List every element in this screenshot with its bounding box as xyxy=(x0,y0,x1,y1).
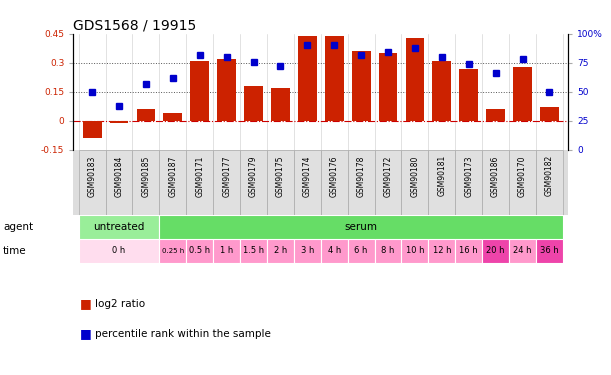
Text: 36 h: 36 h xyxy=(540,246,559,255)
Text: 12 h: 12 h xyxy=(433,246,451,255)
Text: GSM90181: GSM90181 xyxy=(437,155,446,196)
Text: 0.25 h: 0.25 h xyxy=(162,248,184,254)
Text: 2 h: 2 h xyxy=(274,246,287,255)
Text: 10 h: 10 h xyxy=(406,246,424,255)
Text: GSM90174: GSM90174 xyxy=(303,155,312,196)
Bar xyxy=(240,239,267,262)
Bar xyxy=(213,239,240,262)
Bar xyxy=(186,150,213,215)
Bar xyxy=(348,239,375,262)
Text: 6 h: 6 h xyxy=(354,246,368,255)
Bar xyxy=(433,61,452,121)
Text: 4 h: 4 h xyxy=(327,246,341,255)
Text: log2 ratio: log2 ratio xyxy=(95,299,145,309)
Text: GSM90180: GSM90180 xyxy=(411,155,419,196)
Bar xyxy=(159,239,186,262)
Bar xyxy=(513,67,532,121)
Text: agent: agent xyxy=(3,222,33,232)
Bar xyxy=(159,215,563,239)
Bar xyxy=(163,113,182,121)
Bar xyxy=(486,109,505,121)
Bar xyxy=(379,53,397,121)
Text: 3 h: 3 h xyxy=(301,246,314,255)
Bar xyxy=(244,86,263,121)
Bar xyxy=(321,239,348,262)
Bar xyxy=(325,36,343,121)
Bar xyxy=(190,61,209,121)
Text: 8 h: 8 h xyxy=(381,246,395,255)
Bar xyxy=(186,239,213,262)
Bar xyxy=(79,215,159,239)
Bar xyxy=(298,36,316,121)
Bar xyxy=(79,150,106,215)
Bar xyxy=(428,150,455,215)
Bar xyxy=(136,109,155,121)
Bar xyxy=(509,239,536,262)
Text: 1.5 h: 1.5 h xyxy=(243,246,264,255)
Bar xyxy=(294,150,321,215)
Bar xyxy=(109,121,128,123)
Bar xyxy=(428,239,455,262)
Text: 1 h: 1 h xyxy=(220,246,233,255)
Bar xyxy=(271,88,290,121)
Text: GSM90171: GSM90171 xyxy=(196,155,204,196)
Bar xyxy=(540,107,559,121)
Text: 16 h: 16 h xyxy=(459,246,478,255)
Text: GSM90183: GSM90183 xyxy=(87,155,97,196)
Text: GSM90176: GSM90176 xyxy=(330,155,338,196)
Text: untreated: untreated xyxy=(93,222,145,232)
Bar xyxy=(218,59,236,121)
Bar xyxy=(79,239,159,262)
Bar xyxy=(482,150,509,215)
Bar xyxy=(159,150,186,215)
Bar xyxy=(401,239,428,262)
Text: GSM90187: GSM90187 xyxy=(169,155,177,196)
Bar xyxy=(82,121,101,138)
Bar xyxy=(267,239,294,262)
Bar xyxy=(455,239,482,262)
Bar xyxy=(352,51,370,121)
Bar xyxy=(375,239,401,262)
Text: time: time xyxy=(3,246,27,256)
Bar xyxy=(294,239,321,262)
Bar xyxy=(459,69,478,121)
Text: GSM90170: GSM90170 xyxy=(518,155,527,196)
Text: GSM90184: GSM90184 xyxy=(114,155,123,196)
Bar xyxy=(348,150,375,215)
Text: GSM90179: GSM90179 xyxy=(249,155,258,196)
Text: GSM90172: GSM90172 xyxy=(384,155,392,196)
Bar xyxy=(401,150,428,215)
Text: ■: ■ xyxy=(79,297,91,310)
Bar xyxy=(375,150,401,215)
Bar xyxy=(536,239,563,262)
Text: GSM90173: GSM90173 xyxy=(464,155,473,196)
Text: 0.5 h: 0.5 h xyxy=(189,246,210,255)
Bar xyxy=(482,239,509,262)
Bar xyxy=(213,150,240,215)
Text: GSM90186: GSM90186 xyxy=(491,155,500,196)
Text: GSM90177: GSM90177 xyxy=(222,155,231,196)
Bar xyxy=(106,150,133,215)
Text: serum: serum xyxy=(345,222,378,232)
Bar xyxy=(509,150,536,215)
Bar xyxy=(321,150,348,215)
Text: GSM90182: GSM90182 xyxy=(545,155,554,196)
Text: ■: ■ xyxy=(79,327,91,340)
Text: GSM90185: GSM90185 xyxy=(141,155,150,196)
Text: 24 h: 24 h xyxy=(513,246,532,255)
Text: 0 h: 0 h xyxy=(112,246,126,255)
Bar xyxy=(455,150,482,215)
Bar xyxy=(536,150,563,215)
Text: GSM90178: GSM90178 xyxy=(357,155,365,196)
Text: percentile rank within the sample: percentile rank within the sample xyxy=(95,329,271,339)
Bar xyxy=(267,150,294,215)
Text: GSM90175: GSM90175 xyxy=(276,155,285,196)
Bar xyxy=(240,150,267,215)
Bar xyxy=(406,38,424,121)
Bar xyxy=(133,150,159,215)
Text: 20 h: 20 h xyxy=(486,246,505,255)
Text: GDS1568 / 19915: GDS1568 / 19915 xyxy=(73,19,197,33)
